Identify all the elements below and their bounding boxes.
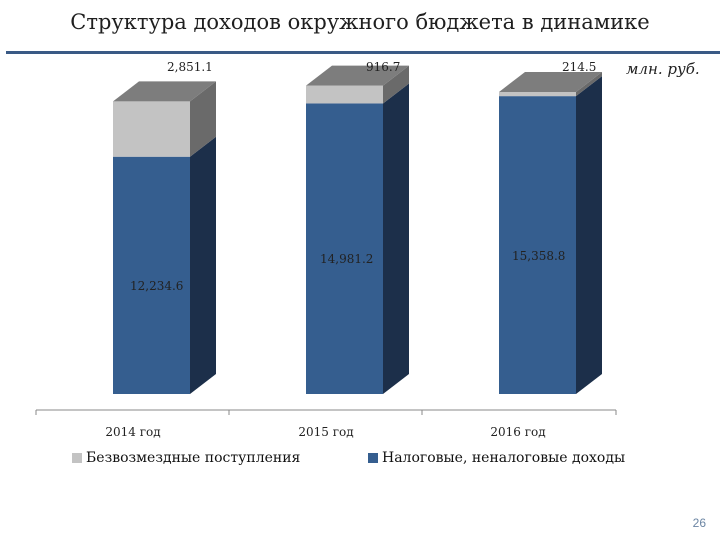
x-tick-label-1: 2015 год xyxy=(298,425,353,439)
bar-side-grants-1 xyxy=(383,65,409,104)
legend-label-grants: Безвозмездные поступления xyxy=(86,450,301,466)
bar-side-grants-2 xyxy=(576,71,602,97)
data-label-tax-0: 12,234.6 xyxy=(130,279,183,293)
legend-label-tax: Налоговые, неналоговые доходы xyxy=(382,450,626,466)
bar-tax-0 xyxy=(113,156,190,394)
page-number: 26 xyxy=(692,516,706,530)
bar-side-tax-2 xyxy=(576,76,602,395)
data-label-grants-1: 916.7 xyxy=(366,60,400,74)
legend-swatch-grants xyxy=(72,453,82,463)
unit-label: млн. руб. xyxy=(626,60,700,78)
bar-grants-2 xyxy=(499,91,576,97)
data-label-tax-2: 15,358.8 xyxy=(512,249,565,263)
bar-top-2 xyxy=(499,71,602,92)
bar-side-tax-0 xyxy=(190,136,216,395)
legend-item-tax: Налоговые, неналоговые доходы xyxy=(368,450,625,466)
legend-swatch-tax xyxy=(368,453,378,463)
x-tick-label-2: 2016 год xyxy=(490,425,545,439)
bar-top-1 xyxy=(306,65,409,86)
bar-grants-1 xyxy=(306,85,383,104)
bar-side-grants-0 xyxy=(190,81,216,157)
bar-top-0 xyxy=(113,81,216,102)
chart-legend: Безвозмездные поступления Налоговые, нен… xyxy=(72,450,712,472)
bar-tax-2 xyxy=(499,96,576,395)
title-divider xyxy=(6,51,720,54)
data-label-grants-0: 2,851.1 xyxy=(167,60,213,74)
page-title: Структура доходов окружного бюджета в ди… xyxy=(70,10,650,34)
bar-tax-1 xyxy=(306,103,383,395)
x-tick-label-0: 2014 год xyxy=(105,425,160,439)
data-label-tax-1: 14,981.2 xyxy=(320,252,373,266)
bar-grants-0 xyxy=(113,101,190,157)
data-label-grants-2: 214.5 xyxy=(562,60,596,74)
legend-item-grants: Безвозмездные поступления xyxy=(72,450,300,466)
bar-side-tax-1 xyxy=(383,83,409,395)
